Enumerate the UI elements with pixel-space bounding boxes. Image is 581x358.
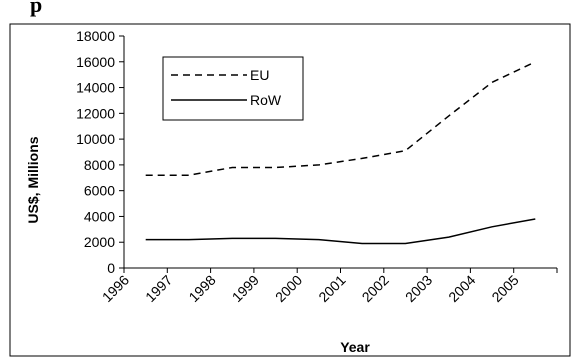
y-tick-label: 6000 (84, 183, 115, 199)
y-tick-label: 14000 (76, 80, 115, 96)
y-tick-label: 0 (107, 260, 115, 276)
legend-box (162, 56, 304, 121)
legend-label-row: RoW (250, 92, 282, 108)
y-tick-label: 12000 (76, 105, 115, 121)
y-axis-title: US$, Millions (25, 136, 41, 223)
y-tick-label: 4000 (84, 208, 115, 224)
x-axis-title: Year (340, 339, 370, 355)
y-tick-label: 18000 (76, 28, 115, 44)
series-lines (145, 61, 536, 245)
y-tick-label: 8000 (84, 157, 115, 173)
y-tick-label: 10000 (76, 131, 115, 147)
series-line-eu (145, 61, 536, 176)
y-axis-ticks: 0 2000 4000 6000 8000 10000 12000 14000 16000 180… (76, 28, 124, 276)
legend: EU RoW (162, 56, 304, 121)
series-line-row (145, 218, 536, 245)
y-tick-label: 16000 (76, 54, 115, 70)
legend-label-eu: EU (250, 67, 269, 83)
y-tick-label: 2000 (84, 234, 115, 250)
header-fragment: p (30, 0, 42, 17)
